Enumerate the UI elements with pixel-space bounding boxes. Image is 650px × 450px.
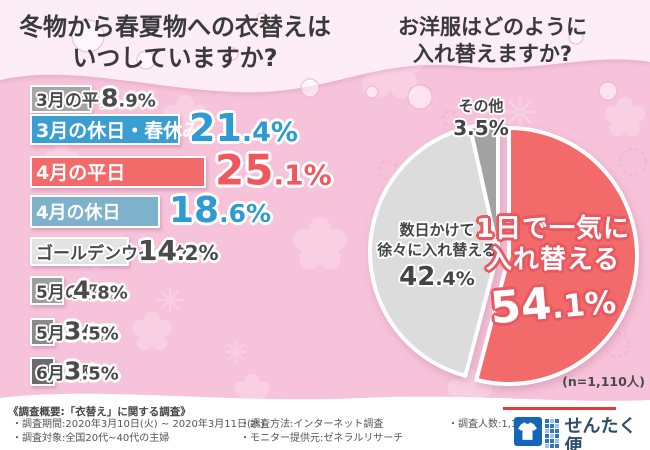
survey-details-col2: ・調査方法:インターネット調査 ・モニター提供元:ゼネラルリサーチ — [240, 418, 403, 446]
bar-june-or-later — [30, 357, 55, 386]
pie-label-gradual-line1: 数日かけて — [399, 221, 475, 239]
logo-text: せんたく便 Cleaning & Laundry — [565, 417, 650, 450]
pie-label-gradual-switch: 数日かけて 徐々に入れ替える 42.4% — [356, 221, 518, 292]
pie-label-other-text: その他 — [458, 97, 504, 115]
bar-label: 5月の平日 — [36, 282, 116, 303]
bar-label: 3月の休日・春休み — [36, 119, 202, 142]
bar-label: ゴールデンウイーク — [36, 243, 189, 264]
bar-row-may-holiday: 5月の休日 3.5% — [30, 316, 650, 346]
bar-row-june-or-later: 6月以降 3.5% — [30, 355, 650, 386]
logo-red-line — [503, 407, 616, 410]
sample-size-note: (n=1,110人) — [562, 374, 645, 389]
bar-value: 18.6% — [169, 189, 272, 231]
bar-may-holiday — [30, 318, 55, 346]
pie-label-other: その他 3.5% — [438, 95, 524, 140]
bottom-wave-band — [0, 393, 650, 450]
bar-row-golden-week: ゴールデンウイーク 14.2% — [30, 233, 650, 267]
bubble-decoration — [71, 12, 618, 110]
bar-may-weekday — [30, 276, 64, 305]
pie-label-one-day-line2: 入れ替える — [485, 244, 621, 275]
survey-details-col1: ・調査期間:2020年3月10日(火) ~ 2020年3月11日(水) ・調査対… — [12, 418, 265, 446]
bar-value: 21.4% — [189, 105, 298, 150]
survey-sample-count: ・調査人数:1,110人 — [448, 419, 540, 430]
bar-row-april-weekday: 4月の平日 25.1% — [30, 146, 650, 195]
pie-label-one-day-line1: 1日で一気に — [475, 214, 631, 244]
survey-method: ・調査方法:インターネット調査 — [240, 419, 384, 430]
tshirt-icon — [514, 417, 542, 446]
bar-row-march-holiday-spring-break: 3月の休日・春休み 21.4% — [30, 106, 650, 150]
pie-slice-1 — [368, 125, 500, 378]
pie-slice-2 — [468, 122, 500, 254]
survey-monitor: ・モニター提供元:ゼネラルリサーチ — [240, 433, 404, 444]
pie-chart-title: お洋服はどのように 入れ替えますか? — [350, 14, 635, 68]
bar-april-weekday — [30, 156, 206, 188]
bar-value: 8.9% — [101, 83, 156, 113]
bar-row-april-holiday: 4月の休日 18.6% — [30, 189, 650, 230]
bar-value: 25.1% — [215, 145, 332, 195]
bar-value: 3.5% — [64, 355, 119, 385]
top-wave-band — [0, 0, 650, 110]
survey-target: ・調査対象:全国20代~40代の主婦 — [12, 433, 170, 444]
pie-label-gradual-line2: 徐々に入れ替える — [377, 240, 497, 259]
pie-label-one-day-switch: 1日で一気に 入れ替える 54.1% — [460, 214, 646, 335]
pie-label-one-day-value: 54.1% — [488, 278, 618, 335]
bar-march-weekday — [30, 85, 92, 113]
bar-label: 4月の休日 — [36, 201, 121, 223]
bar-golden-week — [30, 237, 129, 266]
pie-slice-0 — [474, 126, 639, 386]
logo-dot-grid-icon — [544, 419, 559, 448]
bar-value: 4.8% — [73, 274, 128, 304]
bar-label: 6月以降 — [36, 363, 99, 384]
bar-row-may-weekday: 5月の平日 4.8% — [30, 274, 650, 305]
survey-details-col3: ・調査人数:1,110人 — [448, 418, 540, 432]
bar-chart-title-line1: 冬物から春夏物への衣替えは — [19, 13, 331, 41]
bar-value: 14.2% — [138, 233, 219, 267]
logo-name: せんたく便 — [564, 416, 637, 450]
pie-chart-title-line2: 入れ替えますか? — [412, 41, 573, 66]
bar-row-march-weekday: 3月の平日 8.9% — [30, 83, 650, 113]
pie-label-gradual-value: 42.4% — [399, 262, 475, 292]
pie-chart-title-line1: お洋服はどのように — [398, 15, 587, 39]
bar-april-holiday — [30, 195, 160, 228]
bar-chart-title: 冬物から春夏物への衣替えは いつしていますか? — [15, 12, 335, 73]
bar-label: 3月の平日 — [36, 91, 116, 111]
bar-chart-title-line2: いつしていますか? — [72, 43, 278, 72]
brand-logo: せんたく便 Cleaning & Laundry — [514, 417, 650, 450]
survey-period: ・調査期間:2020年3月10日(火) ~ 2020年3月11日(水) — [12, 419, 265, 430]
bar-march-holiday-spring-break — [30, 114, 180, 145]
bar-label: 5月の休日 — [36, 324, 116, 344]
bar-value: 3.5% — [64, 316, 119, 346]
survey-overview-heading: 《調査概要:「衣替え」に関する調査》 — [8, 406, 191, 418]
bar-label: 4月の平日 — [36, 161, 126, 184]
pie-label-other-value: 3.5% — [453, 116, 509, 140]
pie-chart — [368, 122, 639, 386]
